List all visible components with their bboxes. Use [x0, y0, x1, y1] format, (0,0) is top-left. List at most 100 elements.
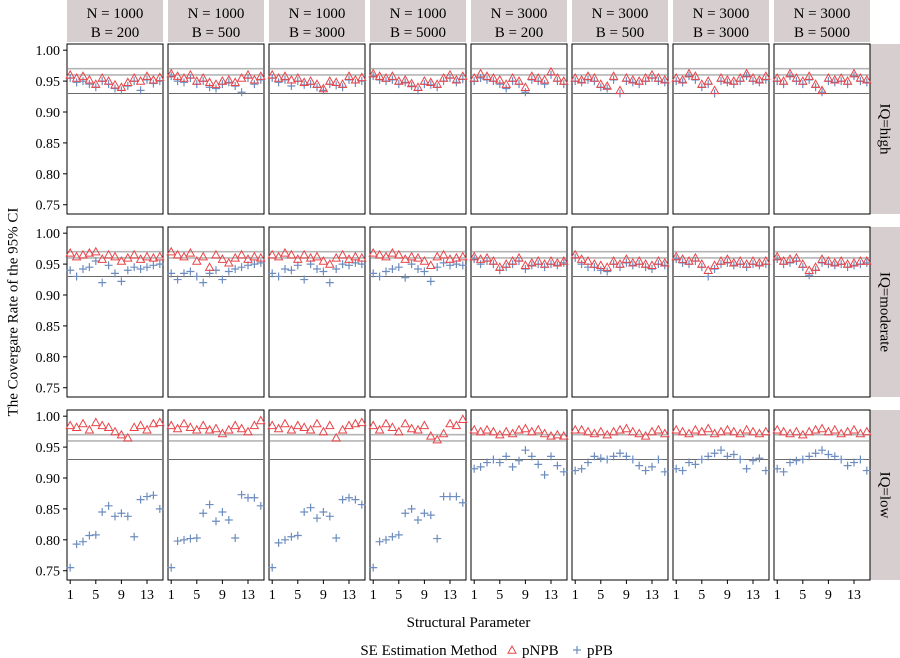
point-pPB — [672, 255, 681, 264]
point-pNPB — [425, 430, 436, 440]
point-pNPB — [684, 255, 694, 265]
point-pPB — [155, 504, 164, 513]
point-pNPB — [760, 426, 771, 436]
point-pNPB — [255, 415, 266, 425]
point-pPB — [495, 458, 504, 467]
point-pPB — [590, 452, 599, 461]
point-pNPB — [469, 251, 480, 261]
column-strip-7 — [673, 0, 769, 42]
point-pNPB — [90, 79, 101, 88]
point-pNPB — [482, 424, 492, 434]
x-tick-label: 13 — [342, 588, 356, 603]
point-pPB — [540, 80, 549, 89]
point-pNPB — [305, 252, 316, 262]
point-pNPB — [142, 71, 152, 80]
column-strip-n-label: N = 3000 — [491, 6, 548, 22]
point-pPB — [761, 75, 770, 84]
point-pNPB — [230, 420, 241, 430]
point-pPB — [143, 492, 151, 501]
point-pNPB — [696, 259, 707, 268]
y-tick-label: 0.75 — [36, 382, 61, 397]
y-tick-label: 1.00 — [36, 44, 61, 59]
point-pNPB — [154, 251, 165, 261]
point-pNPB — [570, 72, 581, 82]
point-pPB — [850, 261, 858, 270]
point-pNPB — [350, 251, 361, 261]
point-pNPB — [413, 82, 423, 91]
point-pPB — [224, 78, 233, 87]
point-pPB — [369, 269, 378, 278]
point-pPB — [843, 461, 852, 470]
point-pNPB — [381, 418, 391, 428]
x-tick-label: 9 — [320, 588, 327, 603]
point-pNPB — [589, 428, 600, 438]
point-pPB — [382, 535, 390, 544]
column-strip-n-label: N = 3000 — [794, 6, 851, 22]
point-pPB — [72, 78, 81, 87]
y-tick-label: 0.95 — [36, 75, 61, 90]
point-pPB — [111, 84, 119, 93]
point-pNPB — [273, 423, 284, 433]
point-pPB — [483, 458, 491, 467]
point-pNPB — [312, 79, 322, 88]
point-pNPB — [817, 423, 827, 433]
point-pNPB — [728, 257, 739, 267]
point-pNPB — [741, 259, 752, 268]
point-pNPB — [488, 72, 499, 82]
point-pNPB — [230, 77, 241, 87]
point-pNPB — [84, 247, 95, 257]
point-pNPB — [204, 424, 215, 434]
point-pPB — [654, 455, 663, 464]
point-pNPB — [337, 79, 348, 88]
point-pPB — [111, 269, 119, 278]
point-pPB — [660, 78, 669, 87]
point-pNPB — [696, 426, 707, 436]
point-pPB — [414, 265, 422, 274]
point-pNPB — [103, 422, 114, 432]
point-pNPB — [179, 72, 189, 82]
point-pNPB — [413, 424, 423, 434]
y-tick-label: 1.00 — [36, 410, 61, 425]
point-pNPB — [204, 77, 215, 87]
point-pPB — [830, 78, 839, 87]
point-pNPB — [267, 69, 278, 79]
y-tick-label: 0.85 — [36, 137, 61, 152]
point-pNPB — [432, 251, 443, 261]
point-pNPB — [849, 424, 859, 434]
point-pNPB — [387, 422, 398, 432]
y-tick-label: 0.80 — [36, 351, 61, 366]
column-strip-n-label: N = 1000 — [390, 6, 447, 22]
point-pPB — [300, 80, 309, 89]
point-pNPB — [797, 76, 808, 85]
point-pNPB — [65, 247, 76, 257]
point-pPB — [325, 278, 334, 287]
point-pNPB — [634, 255, 645, 265]
point-pNPB — [185, 422, 196, 432]
point-pNPB — [110, 79, 120, 89]
point-pPB — [470, 255, 479, 264]
point-pNPB — [836, 72, 847, 82]
point-pNPB — [703, 76, 714, 85]
point-pNPB — [595, 426, 606, 436]
point-pPB — [91, 530, 100, 539]
point-pNPB — [520, 260, 531, 270]
point-pPB — [596, 454, 605, 463]
point-pNPB — [653, 72, 664, 82]
point-pNPB — [514, 76, 524, 85]
x-tick-label: 5 — [294, 588, 301, 603]
point-pNPB — [255, 71, 266, 80]
point-pPB — [250, 260, 259, 269]
point-pPB — [401, 509, 410, 518]
point-pPB — [818, 88, 826, 97]
point-pNPB — [595, 260, 606, 270]
point-pNPB — [608, 255, 619, 265]
point-pNPB — [501, 79, 512, 88]
point-pPB — [414, 516, 422, 525]
point-pNPB — [469, 424, 480, 434]
point-pPB — [559, 467, 568, 476]
point-pNPB — [558, 430, 569, 440]
point-pPB — [173, 275, 182, 284]
point-pNPB — [621, 254, 632, 263]
point-pPB — [502, 84, 511, 93]
x-axis-title: Structural Parameter — [407, 615, 531, 631]
